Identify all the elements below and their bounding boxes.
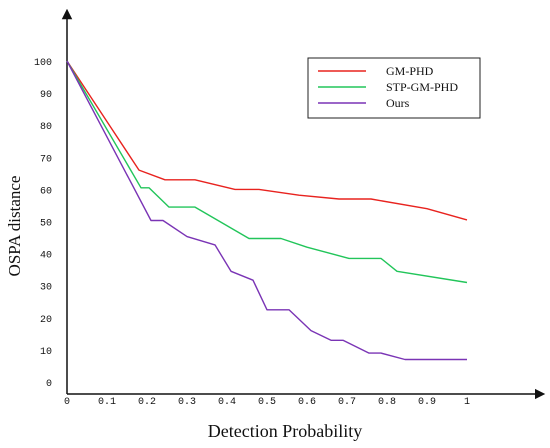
y-tick-label: 50: [40, 219, 52, 230]
y-axis-title: OSPA distance: [5, 176, 24, 277]
x-tick-label: 0.7: [338, 397, 356, 408]
legend-label-ours: Ours: [386, 96, 410, 110]
y-tick-labels: 0 10 20 30 40 50 60 70 80 90 100: [34, 58, 52, 390]
y-tick-label: 70: [40, 154, 52, 165]
y-tick-label: 40: [40, 251, 52, 262]
y-tick-label: 90: [40, 90, 52, 101]
y-tick-label: 30: [40, 283, 52, 294]
x-tick-label: 0.2: [138, 397, 156, 408]
series-line-gm-phd: [66, 60, 468, 221]
y-tick-label: 100: [34, 58, 52, 69]
x-tick-label: 0.8: [378, 397, 396, 408]
x-tick-label: 0.3: [178, 397, 196, 408]
y-tick-label: 60: [40, 186, 52, 197]
legend: GM-PHD STP-GM-PHD Ours: [307, 57, 481, 119]
legend-label-stp-gm-phd: STP-GM-PHD: [386, 80, 458, 94]
x-axis-title: Detection Probability: [208, 421, 362, 441]
y-tick-label: 0: [46, 379, 52, 390]
axes: [61, 8, 546, 400]
y-tick-label: 10: [40, 347, 52, 358]
x-tick-label: 0.5: [258, 397, 276, 408]
x-tick-label: 1: [464, 397, 470, 408]
x-tick-label: 0.6: [298, 397, 316, 408]
legend-box: [307, 57, 481, 119]
y-tick-label: 80: [40, 122, 52, 133]
x-tick-label: 0.1: [98, 397, 116, 408]
x-tick-label: 0.9: [418, 397, 436, 408]
series-line-stp-gm-phd: [66, 60, 468, 284]
legend-label-gm-phd: GM-PHD: [386, 64, 434, 78]
y-tick-label: 20: [40, 315, 52, 326]
x-tick-label: 0.4: [218, 397, 236, 408]
x-tick-labels: 0 0.1 0.2 0.3 0.4 0.5 0.6 0.7 0.8 0.9 1: [64, 397, 470, 408]
series-line-ours: [66, 60, 467, 361]
series-lines: [66, 60, 468, 361]
x-tick-label: 0: [64, 397, 70, 408]
